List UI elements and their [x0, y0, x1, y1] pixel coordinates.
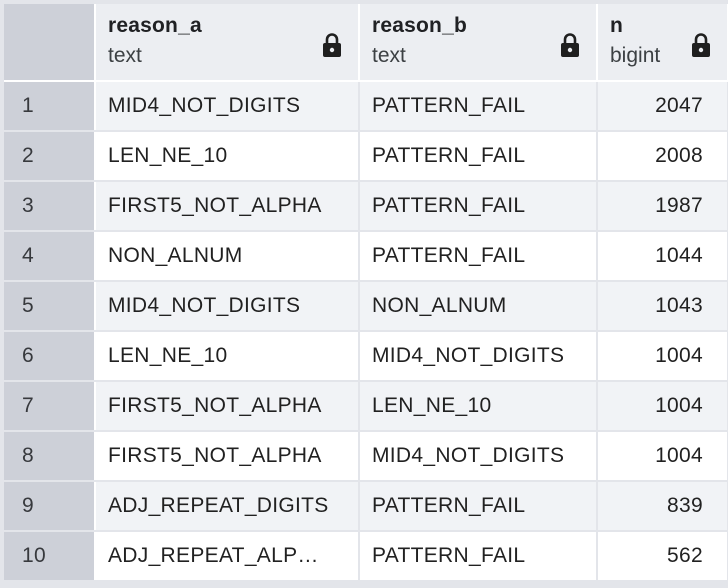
cell-n[interactable]: 839: [597, 481, 728, 532]
table-row[interactable]: 9 ADJ_REPEAT_DIGITS PATTERN_FAIL 839: [4, 481, 728, 532]
lock-icon: [323, 33, 341, 57]
column-name: n: [610, 14, 624, 37]
cell-n[interactable]: 1004: [597, 331, 728, 382]
cell-n[interactable]: 1004: [597, 381, 728, 432]
row-index[interactable]: 4: [4, 231, 96, 282]
cell-reason-a[interactable]: FIRST5_NOT_ALPHA: [95, 381, 360, 432]
column-type: bigint: [610, 44, 661, 67]
cell-reason-a[interactable]: ADJ_REPEAT_ALP…: [95, 531, 360, 582]
cell-n[interactable]: 2008: [597, 131, 728, 182]
cell-reason-a[interactable]: FIRST5_NOT_ALPHA: [95, 181, 360, 232]
column-header-reason-a[interactable]: reason_a text: [95, 4, 360, 82]
cell-n[interactable]: 562: [597, 531, 728, 582]
row-index[interactable]: 3: [4, 181, 96, 232]
cell-n[interactable]: 1004: [597, 431, 728, 482]
table-row[interactable]: 6 LEN_NE_10 MID4_NOT_DIGITS 1004: [4, 331, 728, 382]
cell-reason-b[interactable]: PATTERN_FAIL: [359, 81, 598, 132]
cell-n[interactable]: 1044: [597, 231, 728, 282]
row-index[interactable]: 2: [4, 131, 96, 182]
table-row[interactable]: 1 MID4_NOT_DIGITS PATTERN_FAIL 2047: [4, 81, 728, 132]
row-index[interactable]: 7: [4, 381, 96, 432]
cell-reason-a[interactable]: MID4_NOT_DIGITS: [95, 281, 360, 332]
lock-icon: [561, 33, 579, 57]
column-type: text: [372, 44, 406, 67]
table-row[interactable]: 4 NON_ALNUM PATTERN_FAIL 1044: [4, 231, 728, 282]
table-row[interactable]: 2 LEN_NE_10 PATTERN_FAIL 2008: [4, 131, 728, 182]
cell-reason-b[interactable]: PATTERN_FAIL: [359, 231, 598, 282]
row-index[interactable]: 5: [4, 281, 96, 332]
cell-reason-b[interactable]: MID4_NOT_DIGITS: [359, 431, 598, 482]
column-name: reason_a: [108, 14, 202, 37]
column-name: reason_b: [372, 14, 467, 37]
cell-reason-b[interactable]: NON_ALNUM: [359, 281, 598, 332]
row-index-header[interactable]: [4, 4, 96, 82]
cell-n[interactable]: 1987: [597, 181, 728, 232]
results-table: reason_a text reason_b text: [4, 4, 728, 582]
cell-reason-a[interactable]: LEN_NE_10: [95, 131, 360, 182]
row-index[interactable]: 8: [4, 431, 96, 482]
row-index[interactable]: 10: [4, 531, 96, 582]
cell-reason-b[interactable]: PATTERN_FAIL: [359, 531, 598, 582]
cell-n[interactable]: 2047: [597, 81, 728, 132]
table-row[interactable]: 5 MID4_NOT_DIGITS NON_ALNUM 1043: [4, 281, 728, 332]
column-header-n[interactable]: n bigint: [597, 4, 728, 82]
column-header-reason-b[interactable]: reason_b text: [359, 4, 598, 82]
cell-reason-a[interactable]: MID4_NOT_DIGITS: [95, 81, 360, 132]
column-type: text: [108, 44, 142, 67]
cell-reason-b[interactable]: LEN_NE_10: [359, 381, 598, 432]
cell-reason-b[interactable]: PATTERN_FAIL: [359, 181, 598, 232]
cell-reason-b[interactable]: PATTERN_FAIL: [359, 481, 598, 532]
cell-reason-b[interactable]: MID4_NOT_DIGITS: [359, 331, 598, 382]
row-index[interactable]: 9: [4, 481, 96, 532]
table-row[interactable]: 10 ADJ_REPEAT_ALP… PATTERN_FAIL 562: [4, 531, 728, 582]
cell-reason-a[interactable]: LEN_NE_10: [95, 331, 360, 382]
cell-reason-a[interactable]: ADJ_REPEAT_DIGITS: [95, 481, 360, 532]
row-index[interactable]: 1: [4, 81, 96, 132]
cell-reason-a[interactable]: FIRST5_NOT_ALPHA: [95, 431, 360, 482]
row-index[interactable]: 6: [4, 331, 96, 382]
cell-reason-b[interactable]: PATTERN_FAIL: [359, 131, 598, 182]
lock-icon: [692, 33, 710, 57]
table-row[interactable]: 8 FIRST5_NOT_ALPHA MID4_NOT_DIGITS 1004: [4, 431, 728, 482]
cell-reason-a[interactable]: NON_ALNUM: [95, 231, 360, 282]
cell-n[interactable]: 1043: [597, 281, 728, 332]
table-row[interactable]: 3 FIRST5_NOT_ALPHA PATTERN_FAIL 1987: [4, 181, 728, 232]
header-row: reason_a text reason_b text: [4, 4, 728, 82]
table-row[interactable]: 7 FIRST5_NOT_ALPHA LEN_NE_10 1004: [4, 381, 728, 432]
